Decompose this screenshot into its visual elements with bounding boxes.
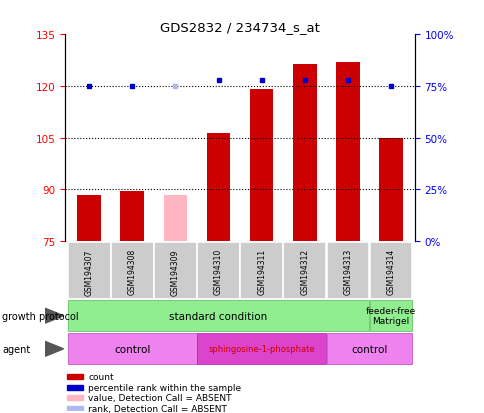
Bar: [326, 242, 368, 299]
Bar: [68, 242, 110, 299]
Text: count: count: [88, 373, 114, 381]
Text: GSM194310: GSM194310: [213, 249, 223, 295]
Text: GSM194307: GSM194307: [85, 249, 93, 295]
Text: sphingosine-1-phosphate: sphingosine-1-phosphate: [208, 344, 314, 354]
Bar: [68, 300, 368, 332]
Text: growth protocol: growth protocol: [2, 311, 79, 321]
Bar: [292, 64, 316, 242]
Title: GDS2832 / 234734_s_at: GDS2832 / 234734_s_at: [160, 21, 319, 34]
Text: GSM194311: GSM194311: [257, 249, 266, 294]
Bar: [111, 242, 153, 299]
Bar: [283, 242, 325, 299]
Bar: [378, 138, 402, 242]
Polygon shape: [45, 342, 63, 356]
Bar: [77, 195, 101, 242]
Bar: [206, 133, 230, 242]
Polygon shape: [45, 309, 63, 323]
Text: value, Detection Call = ABSENT: value, Detection Call = ABSENT: [88, 394, 231, 403]
Bar: [197, 242, 240, 299]
Bar: [163, 195, 187, 242]
Text: feeder-free
Matrigel: feeder-free Matrigel: [365, 306, 415, 325]
Bar: [369, 300, 411, 332]
Bar: [120, 192, 144, 242]
Bar: [67, 406, 83, 411]
Text: GSM194314: GSM194314: [386, 249, 394, 295]
Text: agent: agent: [2, 344, 30, 354]
Text: percentile rank within the sample: percentile rank within the sample: [88, 383, 241, 392]
Bar: [249, 90, 273, 242]
Text: rank, Detection Call = ABSENT: rank, Detection Call = ABSENT: [88, 404, 227, 413]
Text: standard condition: standard condition: [169, 311, 267, 321]
Bar: [197, 333, 325, 365]
Bar: [335, 63, 359, 242]
Bar: [67, 385, 83, 390]
Bar: [68, 333, 197, 365]
Bar: [326, 333, 411, 365]
Text: control: control: [350, 344, 387, 354]
Bar: [240, 242, 282, 299]
Text: control: control: [114, 344, 150, 354]
Bar: [369, 242, 411, 299]
Text: GSM194312: GSM194312: [300, 249, 309, 294]
Text: GSM194313: GSM194313: [343, 249, 352, 295]
Bar: [67, 374, 83, 379]
Text: GSM194308: GSM194308: [127, 249, 136, 295]
Bar: [154, 242, 197, 299]
Bar: [67, 396, 83, 400]
Text: GSM194309: GSM194309: [170, 249, 180, 295]
